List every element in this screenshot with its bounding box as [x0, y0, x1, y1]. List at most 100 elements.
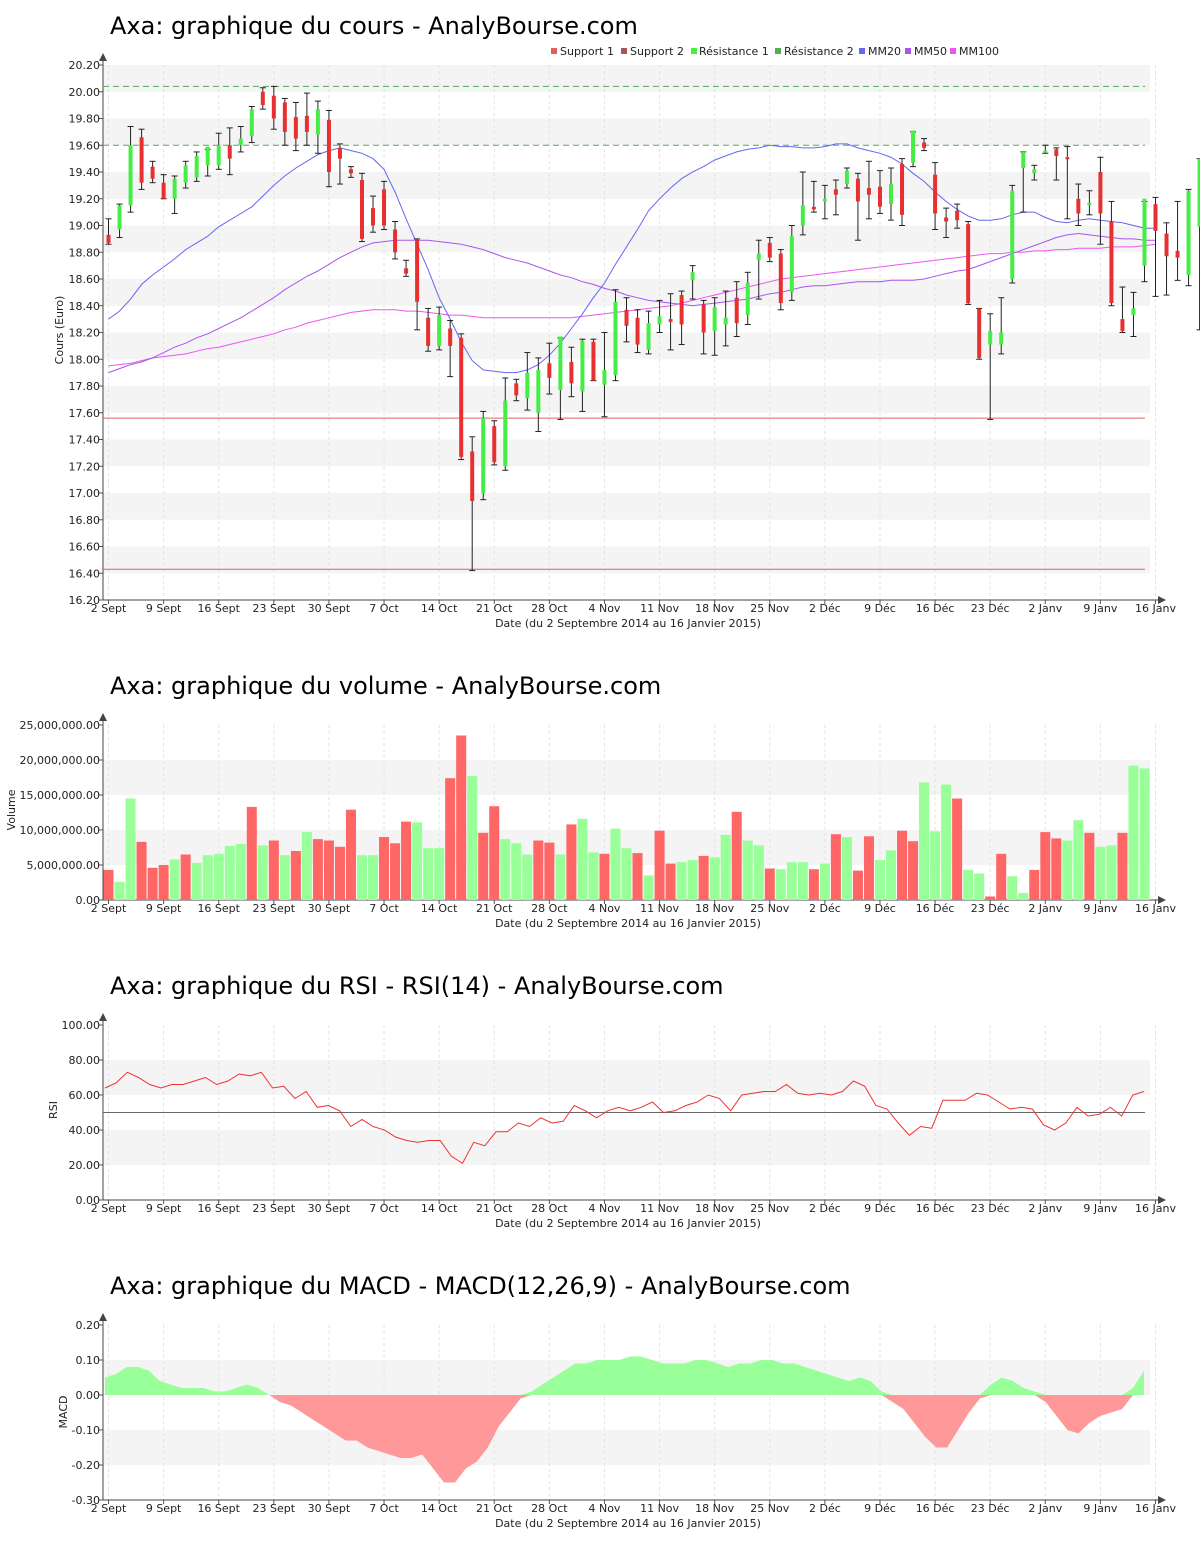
candle-body — [106, 234, 111, 243]
candle — [821, 184, 828, 220]
macd-chart-title: Axa: graphique du MACD - MACD(12,26,9) -… — [110, 1272, 851, 1300]
candle-body — [635, 317, 640, 345]
rsi-chart-title: Axa: graphique du RSI - RSI(14) - AnalyB… — [110, 972, 724, 1000]
x-tick-label: 16 Sept — [197, 902, 240, 915]
rsi-line — [104, 1071, 1145, 1165]
y-axis-arrow — [99, 1013, 107, 1021]
candle — [347, 166, 354, 178]
mm20-line — [108, 143, 1156, 374]
price-chart-title: Axa: graphique du cours - AnalyBourse.co… — [110, 12, 638, 40]
candle — [678, 290, 685, 346]
candle-body — [745, 283, 750, 316]
x-tick-label: 2 Sept — [91, 902, 127, 915]
candle — [744, 271, 751, 325]
volume-bar — [125, 798, 136, 900]
candle-body — [833, 189, 838, 195]
x-tick-label: 30 Sept — [308, 602, 351, 615]
x-tick-label: 9 Janv — [1083, 1502, 1117, 1515]
x-tick-label: 23 Sept — [253, 1202, 296, 1215]
x-tick-label: 16 Janv — [1135, 1202, 1176, 1215]
candle — [513, 378, 520, 402]
price-chart: Axa: graphique du cours - AnalyBourse.co… — [53, 12, 1200, 630]
volume-bar — [963, 869, 974, 900]
y-axis-arrow — [99, 53, 107, 61]
x-tick-label: 28 Oct — [531, 1502, 568, 1515]
volume-bar — [489, 806, 500, 900]
candle-body — [304, 115, 309, 132]
candle-body — [415, 240, 420, 302]
y-tick-label: 80.00 — [69, 1054, 101, 1067]
grid-band — [103, 760, 1150, 795]
volume-bar — [830, 834, 841, 900]
candle-body — [525, 372, 530, 399]
candle-body — [624, 309, 629, 326]
volume-x-axis-label: Date (du 2 Septembre 2014 au 16 Janvier … — [495, 917, 761, 930]
candle — [1130, 291, 1137, 338]
y-axis-arrow — [99, 713, 107, 721]
candle — [965, 220, 972, 305]
legend-mm20: MM20 — [868, 45, 901, 58]
x-tick-label: 2 Sept — [91, 602, 127, 615]
candle — [248, 105, 255, 144]
volume-bar — [257, 845, 268, 900]
volume-bar — [577, 818, 588, 900]
volume-bar — [863, 836, 874, 900]
x-tick-label: 2 Janv — [1028, 902, 1062, 915]
candle — [469, 436, 476, 572]
y-tick-label: 20.00 — [69, 1159, 101, 1172]
x-tick-label: 23 Déc — [971, 902, 1010, 915]
candle-body — [944, 217, 949, 222]
y-tick-label: 17.60 — [69, 407, 101, 420]
candle-body — [326, 119, 331, 172]
volume-bar — [566, 824, 577, 900]
volume-bar — [1051, 838, 1062, 900]
candle — [149, 160, 156, 184]
y-tick-label: 17.20 — [69, 460, 101, 473]
y-tick-label: 5,000,000.00 — [27, 859, 100, 872]
candle-body — [547, 363, 552, 378]
volume-bar — [1018, 893, 1029, 900]
candle-body — [249, 109, 254, 136]
candle — [921, 138, 928, 152]
volume-bar — [874, 860, 885, 900]
grid-band — [103, 118, 1150, 146]
rsi-x-axis-label: Date (du 2 Septembre 2014 au 16 Janvier … — [495, 1217, 761, 1230]
candle — [182, 160, 189, 189]
candle — [976, 307, 983, 360]
x-tick-label: 16 Janv — [1135, 602, 1176, 615]
candle — [524, 352, 531, 411]
volume-bar — [1095, 846, 1106, 900]
candle-body — [404, 268, 409, 274]
grid-band — [103, 225, 1150, 253]
candle — [888, 167, 895, 221]
candle-body — [1076, 198, 1081, 214]
x-tick-label: 30 Sept — [308, 1202, 351, 1215]
candle — [259, 87, 266, 110]
x-tick-label: 2 Déc — [809, 902, 841, 915]
candle-body — [128, 145, 133, 206]
x-tick-label: 21 Oct — [476, 1202, 513, 1215]
candle-body — [911, 130, 916, 163]
x-tick-label: 21 Oct — [476, 1502, 513, 1515]
candle — [689, 265, 696, 300]
volume-bar — [246, 806, 257, 900]
volume-bar — [930, 831, 941, 900]
volume-bar — [599, 853, 610, 900]
volume-bar — [368, 855, 379, 900]
candle-body — [1098, 172, 1103, 214]
volume-bar — [687, 860, 698, 900]
x-tick-label: 28 Oct — [531, 902, 568, 915]
volume-bar — [1007, 876, 1018, 900]
volume-bar — [654, 830, 665, 900]
legend-support-1: Support 1 — [560, 45, 614, 58]
candle — [1119, 286, 1126, 333]
macd-positive-area — [105, 1356, 1144, 1395]
y-tick-label: 19.00 — [69, 220, 101, 233]
candle — [590, 338, 597, 382]
candle — [281, 97, 288, 146]
candle-body — [591, 341, 596, 381]
macd-negative-area — [105, 1395, 1144, 1483]
x-axis-arrow — [1158, 1196, 1166, 1204]
x-tick-label: 9 Déc — [864, 1202, 896, 1215]
x-tick-label: 11 Nov — [640, 602, 679, 615]
